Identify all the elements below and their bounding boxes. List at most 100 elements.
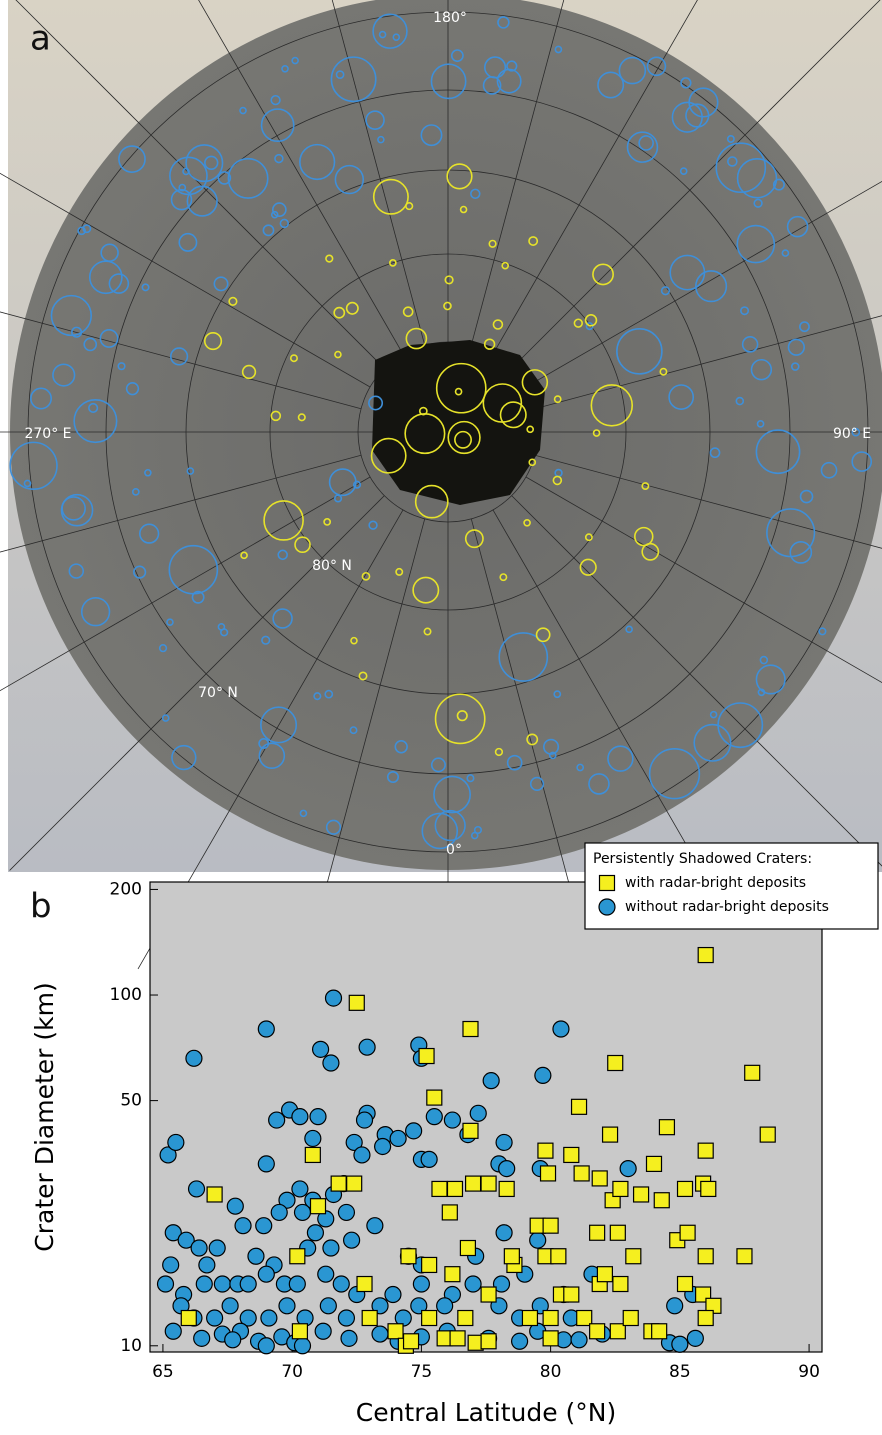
square-point (331, 1176, 346, 1191)
y-tick-label: 10 (120, 1336, 142, 1356)
map-label: 80° N (312, 558, 352, 574)
circle-point (421, 1151, 437, 1167)
square-point (499, 1181, 514, 1196)
square-point (701, 1181, 716, 1196)
square-point (445, 1267, 460, 1282)
circle-point (390, 1130, 406, 1146)
square-point (442, 1205, 457, 1220)
circle-point (496, 1225, 512, 1241)
legend-marker (599, 899, 615, 915)
circle-point (196, 1276, 212, 1292)
circle-point (406, 1123, 422, 1139)
circle-point (305, 1130, 321, 1146)
square-point (745, 1065, 760, 1080)
circle-point (279, 1298, 295, 1314)
circle-point (333, 1276, 349, 1292)
circle-point (189, 1181, 205, 1197)
circle-point (248, 1248, 264, 1264)
square-point (603, 1127, 618, 1142)
circle-point (499, 1161, 515, 1177)
square-point (460, 1241, 475, 1256)
circle-point (426, 1109, 442, 1125)
circle-point (571, 1332, 587, 1348)
circle-point (326, 990, 342, 1006)
circle-point (227, 1198, 243, 1214)
square-point (347, 1176, 362, 1191)
circle-point (165, 1323, 181, 1339)
square-point (481, 1287, 496, 1302)
circle-point (323, 1240, 339, 1256)
circle-point (209, 1240, 225, 1256)
circle-point (344, 1232, 360, 1248)
x-tick-label: 65 (152, 1362, 174, 1382)
square-point (613, 1181, 628, 1196)
circle-point (413, 1276, 429, 1292)
circle-point (186, 1050, 202, 1066)
circle-point (667, 1298, 683, 1314)
square-point (463, 1123, 478, 1138)
square-point (698, 1249, 713, 1264)
square-point (634, 1187, 649, 1202)
square-point (698, 1143, 713, 1158)
square-point (463, 1022, 478, 1037)
circle-point (214, 1276, 230, 1292)
square-point (481, 1176, 496, 1191)
legend-label: without radar-bright deposits (625, 899, 829, 915)
circle-point (357, 1112, 373, 1128)
circle-point (310, 1109, 326, 1125)
square-point (522, 1311, 537, 1326)
square-point (538, 1143, 553, 1158)
square-point (422, 1311, 437, 1326)
circle-point (191, 1240, 207, 1256)
circle-point (320, 1298, 336, 1314)
square-point (623, 1311, 638, 1326)
square-point (590, 1324, 605, 1339)
circle-point (553, 1021, 569, 1037)
square-point (572, 1099, 587, 1114)
circle-point (444, 1112, 460, 1128)
circle-point (375, 1138, 391, 1154)
square-point (613, 1277, 628, 1292)
circle-point (465, 1276, 481, 1292)
square-point (504, 1249, 519, 1264)
square-point (760, 1127, 775, 1142)
square-point (680, 1225, 695, 1240)
chart-panel: b 6570758085901050100200Central Latitude… (30, 843, 878, 1427)
square-point (290, 1249, 305, 1264)
square-point (401, 1249, 416, 1264)
circle-point (535, 1067, 551, 1083)
square-point (311, 1199, 326, 1214)
panel-label: b (30, 887, 52, 927)
circle-point (292, 1109, 308, 1125)
circle-point (163, 1257, 179, 1273)
circle-point (292, 1181, 308, 1197)
square-point (432, 1181, 447, 1196)
square-point (181, 1311, 196, 1326)
page: {"map": {"panel_label": "a", "labels": [… (0, 0, 882, 1435)
circle-point (258, 1156, 274, 1172)
square-point (678, 1181, 693, 1196)
square-point (207, 1187, 222, 1202)
y-tick-label: 50 (120, 1091, 142, 1111)
circle-point (687, 1330, 703, 1346)
map-label: 180° (433, 10, 467, 26)
legend-label: with radar-bright deposits (625, 875, 806, 891)
square-point (626, 1249, 641, 1264)
x-tick-label: 80 (540, 1362, 562, 1382)
circle-point (496, 1134, 512, 1150)
map-label: 270° E (24, 426, 71, 442)
square-point (698, 1311, 713, 1326)
square-point (422, 1257, 437, 1272)
square-point (447, 1181, 462, 1196)
circle-point (258, 1021, 274, 1037)
circle-point (168, 1134, 184, 1150)
y-axis-title: Crater Diameter (km) (30, 982, 59, 1251)
circle-point (315, 1323, 331, 1339)
circle-point (199, 1257, 215, 1273)
square-point (388, 1324, 403, 1339)
circle-point (222, 1298, 238, 1314)
map-label: 70° N (198, 685, 238, 701)
square-point (574, 1166, 589, 1181)
circle-point (294, 1204, 310, 1220)
square-point (357, 1277, 372, 1292)
